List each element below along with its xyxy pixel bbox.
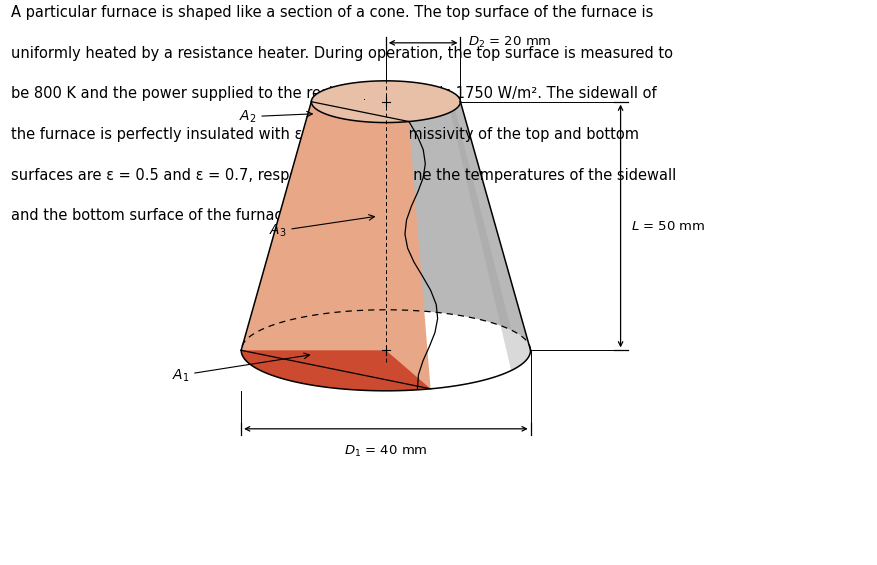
Text: $A_1$: $A_1$ xyxy=(172,353,310,384)
Text: be 800 K and the power supplied to the resistance heater is 1750 W/m². The sidew: be 800 K and the power supplied to the r… xyxy=(11,86,656,101)
Polygon shape xyxy=(241,81,531,350)
Polygon shape xyxy=(241,350,431,391)
Text: $D_1$ = 40 mm: $D_1$ = 40 mm xyxy=(344,444,428,459)
Polygon shape xyxy=(311,81,460,123)
Text: $L$ = 50 mm: $L$ = 50 mm xyxy=(631,219,705,233)
Text: $A_2$: $A_2$ xyxy=(239,108,312,125)
Text: and the bottom surface of the furnace.: and the bottom surface of the furnace. xyxy=(11,208,296,223)
Polygon shape xyxy=(451,92,531,371)
Polygon shape xyxy=(241,102,431,391)
Text: $A_3$: $A_3$ xyxy=(268,215,374,239)
Text: the furnace is perfectly insulated with ε = 0.2. If the emissivity of the top an: the furnace is perfectly insulated with … xyxy=(11,127,638,142)
Text: uniformly heated by a resistance heater. During operation, the top surface is me: uniformly heated by a resistance heater.… xyxy=(11,46,673,60)
Text: A particular furnace is shaped like a section of a cone. The top surface of the : A particular furnace is shaped like a se… xyxy=(11,5,652,20)
Text: $D_2$ = 20 mm: $D_2$ = 20 mm xyxy=(468,35,553,50)
Text: surfaces are ε = 0.5 and ε = 0.7, respectively, determine the temperatures of th: surfaces are ε = 0.5 and ε = 0.7, respec… xyxy=(11,168,676,182)
